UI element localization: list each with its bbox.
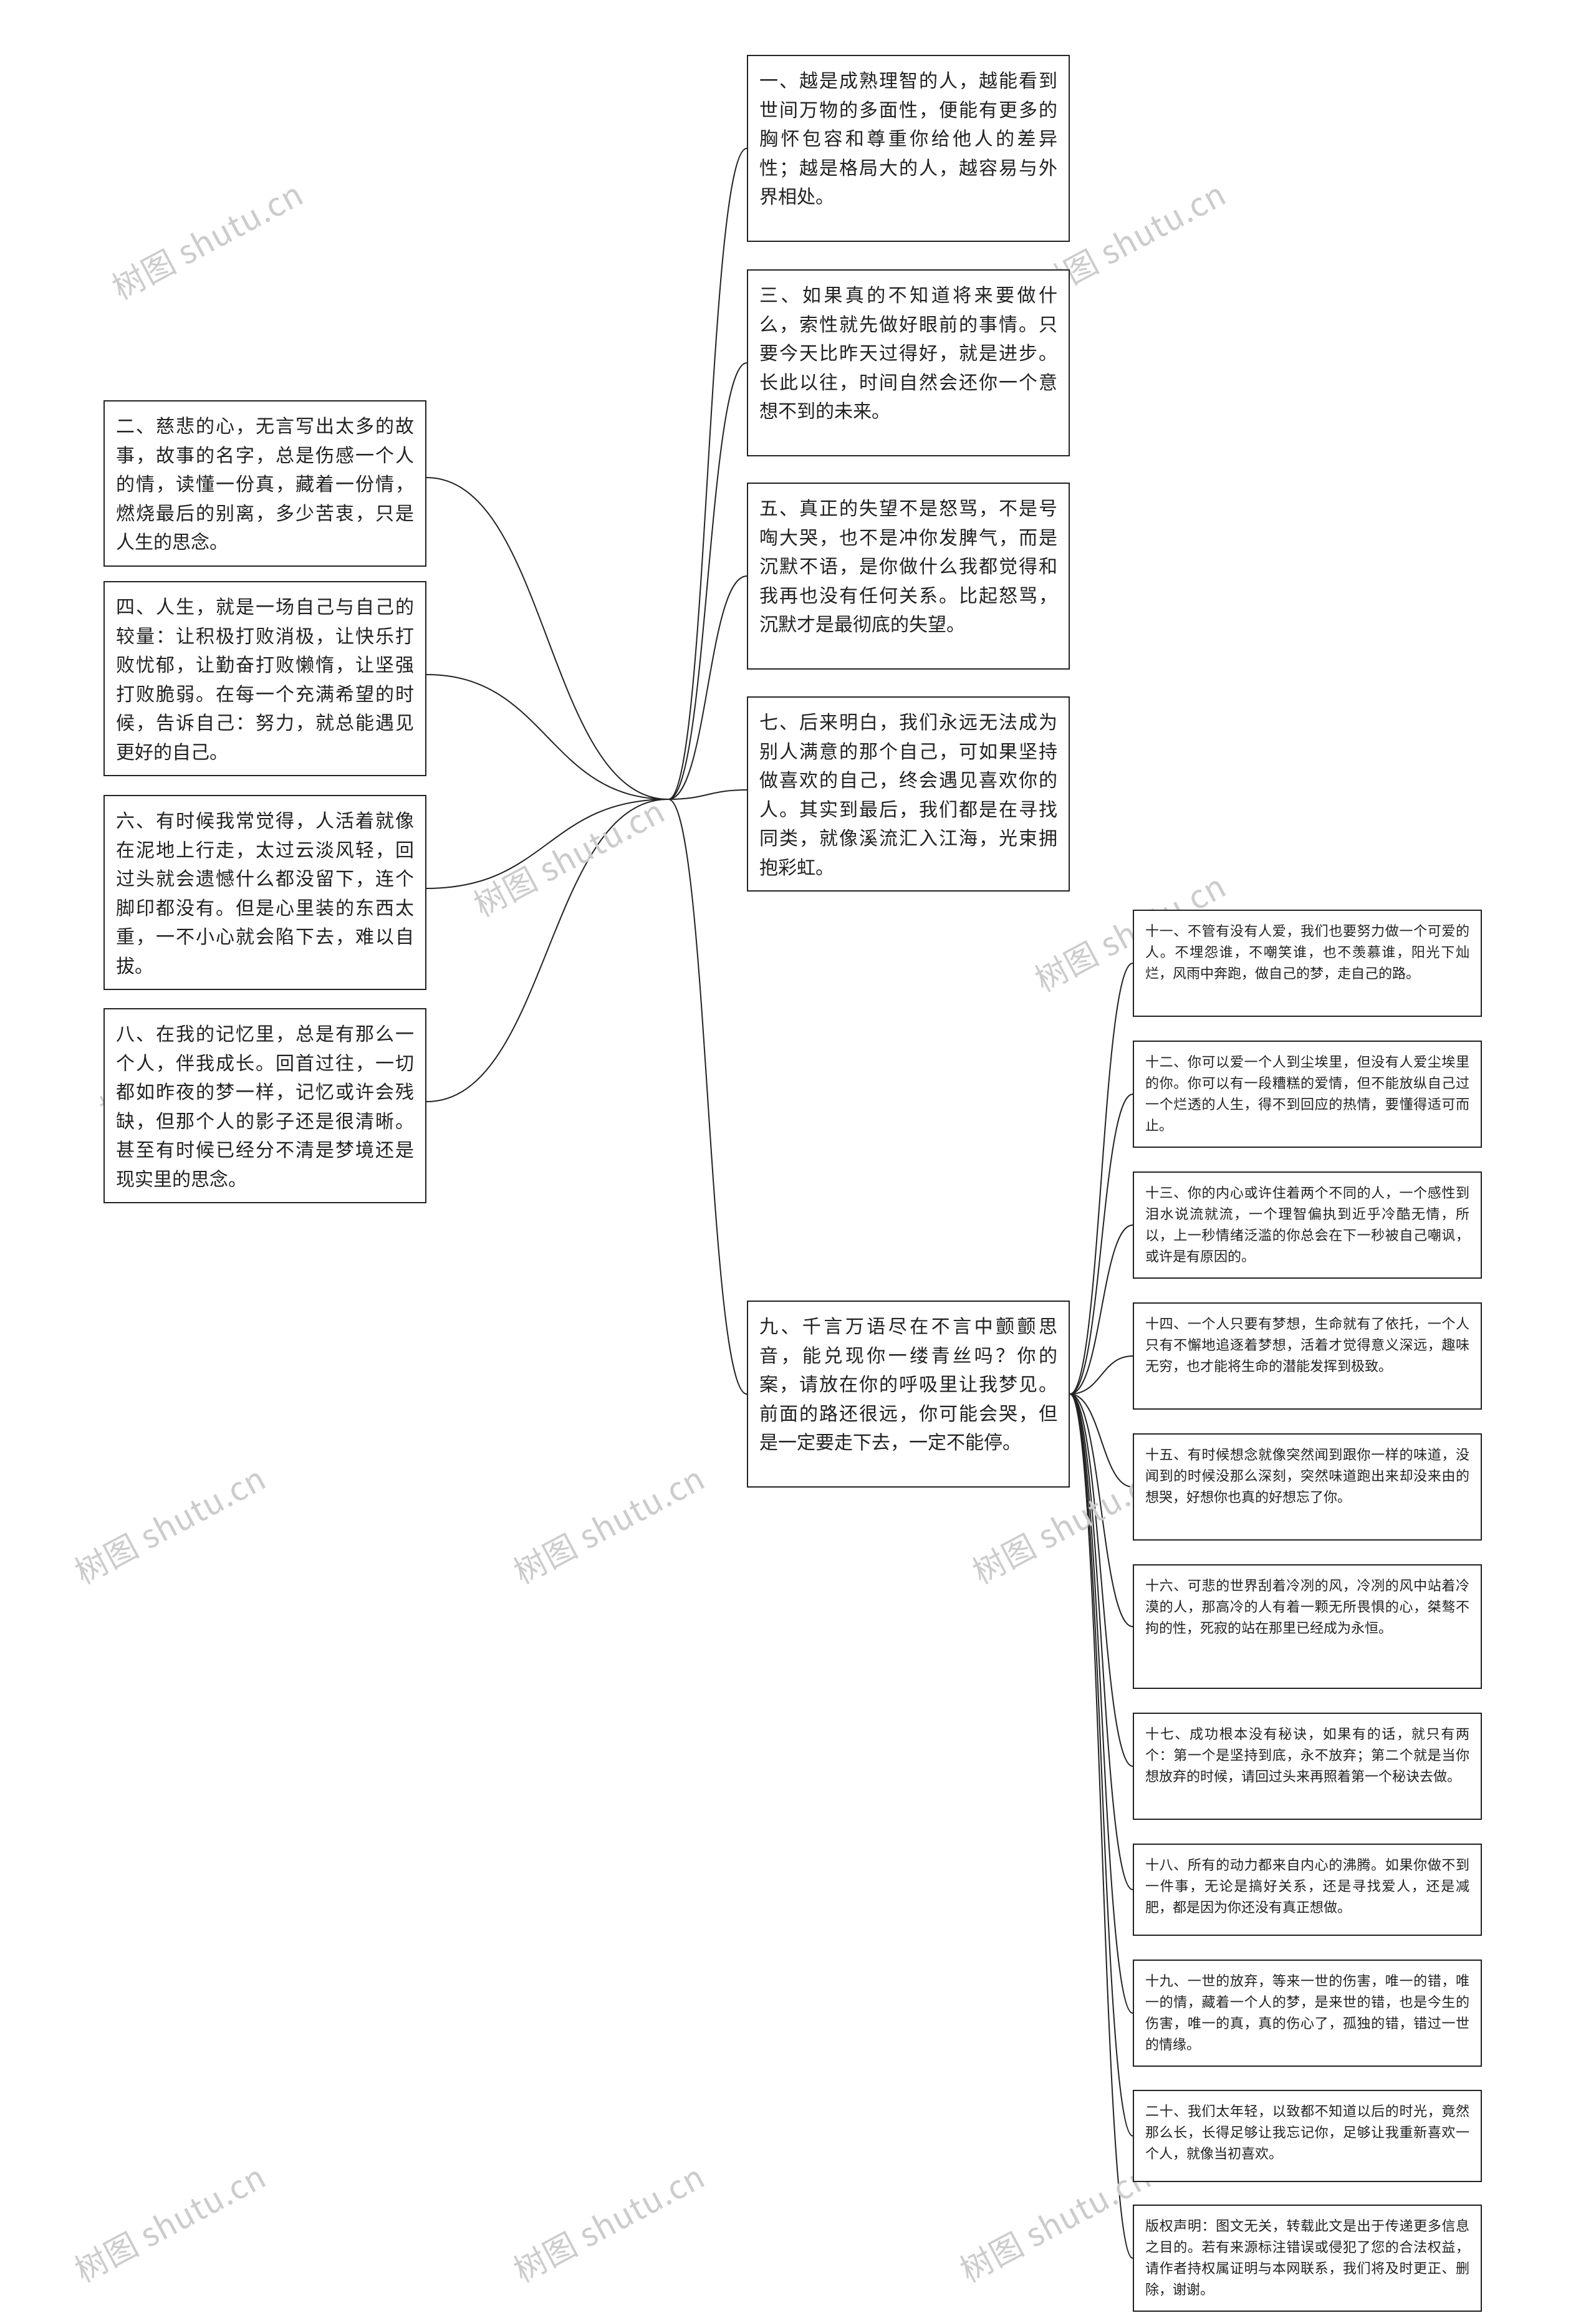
mindmap-node-L8: 八、在我的记忆里，总是有那么一个人，伴我成长。回首过往，一切都如昨夜的梦一样，记… [103,1008,426,1203]
mindmap-node-R9: 九、千言万语尽在不言中颤颤思音，能兑现你一缕青丝吗？你的案，请放在你的呼吸里让我… [747,1301,1070,1488]
mindmap-node-R5: 五、真正的失望不是怒骂，不是号啕大哭，也不是冲你发脾气，而是沉默不语，是你做什么… [747,483,1070,670]
mindmap-node-C14: 十四、一个人只要有梦想，生命就有了依托，一个人只有不懈地追逐着梦想，活着才觉得意… [1133,1302,1482,1410]
mindmap-node-C12: 十二、你可以爱一个人到尘埃里，但没有人爱尘埃里的你。你可以有一段糟糕的爱情，但不… [1133,1041,1482,1148]
mindmap-node-L4: 四、人生，就是一场自己与自己的较量：让积极打败消极，让快乐打败忧郁，让勤奋打败懒… [103,581,426,776]
watermark: 树图 shutu.cn [504,1453,712,1593]
mindmap-node-C11: 十一、不管有没有人爱，我们也要努力做一个可爱的人。不埋怨谁，不嘲笑谁，也不羡慕谁… [1133,910,1482,1017]
watermark: 树图 shutu.cn [504,2151,712,2291]
watermark: 树图 shutu.cn [65,2151,273,2291]
mindmap-node-L6: 六、有时候我常觉得，人活着就像在泥地上行走，太过云淡风轻，回过头就会遗憾什么都没… [103,795,426,990]
mindmap-node-C15: 十五、有时候想念就像突然闻到跟你一样的味道，没闻到的时候没那么深刻，突然味道跑出… [1133,1433,1482,1541]
mindmap-node-L2: 二、慈悲的心，无言写出太多的故事，故事的名字，总是伤感一个人的情，读懂一份真，藏… [103,400,426,567]
mindmap-node-C20: 二十、我们太年轻，以致都不知道以后的时光，竟然那么长，长得足够让我忘记你，足够让… [1133,2090,1482,2182]
mindmap-node-C16: 十六、可悲的世界刮着冷冽的风，冷冽的风中站着冷漠的人，那高冷的人有着一颗无所畏惧… [1133,1564,1482,1689]
mindmap-node-C13: 十三、你的内心或许住着两个不同的人，一个感性到泪水说流就流，一个理智偏执到近乎冷… [1133,1171,1482,1279]
mindmap-node-C17: 十七、成功根本没有秘诀，如果有的话，就只有两个：第一个是坚持到底，永不放弃；第二… [1133,1713,1482,1820]
mindmap-node-R1: 一、越是成熟理智的人，越能看到世间万物的多面性，便能有更多的胸怀包容和尊重你给他… [747,55,1070,242]
mindmap-node-R3: 三、如果真的不知道将来要做什么，索性就先做好眼前的事情。只要今天比昨天过得好，就… [747,269,1070,456]
mindmap-node-C18: 十八、所有的动力都来自内心的沸腾。如果你做不到一件事，无论是搞好关系，还是寻找爱… [1133,1844,1482,1936]
mindmap-stage: 树图 shutu.cn 树图 shutu.cn 树图 shutu.cn 树图 shut… [0,0,1596,2323]
watermark: 树图 shutu.cn [951,2151,1158,2291]
mindmap-node-R7: 七、后来明白，我们永远无法成为别人满意的那个自己，可如果坚持做喜欢的自己，终会遇… [747,696,1070,892]
watermark: 树图 shutu.cn [103,168,310,309]
watermark: 树图 shutu.cn [65,1453,273,1593]
watermark: 树图 shutu.cn [464,786,672,926]
mindmap-node-C19: 十九、一世的放弃，等来一世的伤害，唯一的错，唯一的情，藏着一个人的梦，是来世的错… [1133,1960,1482,2067]
mindmap-node-CR: 版权声明：图文无关，转载此文是出于传递更多信息之目的。若有来源标注错误或侵犯了您… [1133,2205,1482,2312]
